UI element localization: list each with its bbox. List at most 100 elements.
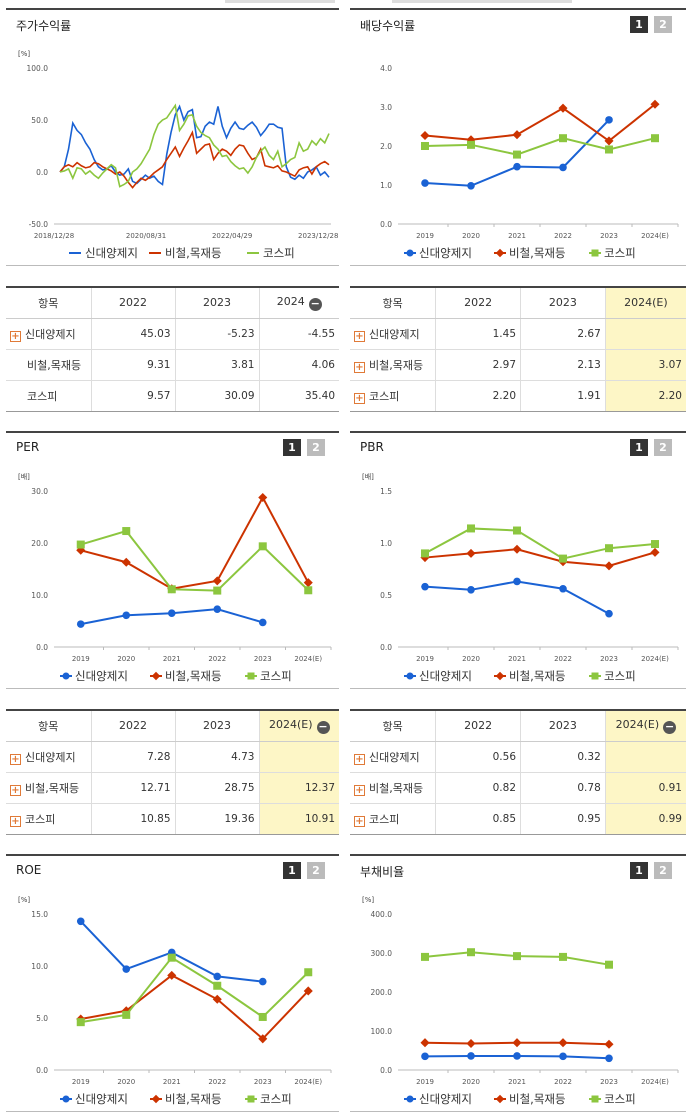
legend-item-2[interactable]: 코스피 xyxy=(589,246,636,260)
row-label: 비철,목재등 xyxy=(369,358,424,372)
expand-row-icon[interactable]: + xyxy=(10,784,21,796)
legend-marker xyxy=(495,248,505,258)
legend-item-0[interactable]: 신대양제지 xyxy=(404,669,472,683)
chart-option-button-b2[interactable]: 2 xyxy=(654,439,672,456)
chart-option-button-b1[interactable]: 1 xyxy=(283,439,301,456)
column-header-label: 항목 xyxy=(382,296,403,310)
data-point xyxy=(213,605,222,613)
x-tick-label: 2020 xyxy=(462,1078,480,1086)
expand-row-icon[interactable]: + xyxy=(10,815,21,827)
table-cell: 10.85 xyxy=(90,803,175,835)
table-cell: 12.37 xyxy=(258,772,339,804)
expand-row-icon[interactable]: + xyxy=(354,753,365,765)
y-tick-label: 200.0 xyxy=(371,988,393,997)
table-cell: -4.55 xyxy=(258,318,339,350)
y-tick-label: 1.0 xyxy=(380,181,392,190)
collapse-column-icon[interactable]: − xyxy=(663,719,677,734)
chart-option-button-b1[interactable]: 1 xyxy=(630,862,648,879)
expand-row-icon[interactable]: + xyxy=(354,784,365,796)
legend-item-1[interactable]: 비철,목재등 xyxy=(150,669,222,683)
chart-option-button-b1[interactable]: 1 xyxy=(630,439,648,456)
data-point xyxy=(604,1039,614,1049)
legend-label: 비철,목재등 xyxy=(509,246,566,260)
y-tick-label: 10.0 xyxy=(31,591,48,600)
column-header-label: 2022 xyxy=(119,719,147,733)
expand-row-icon[interactable]: + xyxy=(10,753,21,765)
table-cell: 0.85 xyxy=(435,803,521,835)
y-tick-label: 30.0 xyxy=(31,487,48,496)
expand-row-icon[interactable]: + xyxy=(354,815,365,827)
expand-row-icon[interactable]: + xyxy=(354,330,365,342)
top-stub-mid xyxy=(392,0,572,3)
chart-option-button-b2[interactable]: 2 xyxy=(307,862,325,879)
x-tick-label: 2022 xyxy=(554,232,572,240)
legend-item-0[interactable]: 신대양제지 xyxy=(60,669,128,683)
legend-marker xyxy=(151,671,161,681)
x-tick-label: 2024(E) xyxy=(641,655,669,663)
column-header-label: 2024(E) xyxy=(624,296,668,310)
column-header: 항목 xyxy=(6,710,91,742)
data-point xyxy=(421,1052,429,1061)
table-cell: 3.07 xyxy=(604,349,686,381)
x-tick-label: 2021 xyxy=(163,655,181,663)
legend-item-1[interactable]: 비철,목재등 xyxy=(494,246,566,260)
legend-item-2[interactable]: 코스피 xyxy=(245,669,292,683)
data-point xyxy=(303,986,313,996)
data-point xyxy=(605,145,613,154)
table-cell: 0.99 xyxy=(604,803,686,835)
y-tick-label: 15.0 xyxy=(31,910,48,919)
table-row: + 신대양제지 1.45 2.67 xyxy=(350,318,686,350)
legend-item-2[interactable]: 코스피 xyxy=(247,246,295,260)
x-tick-label: 2022 xyxy=(554,655,572,663)
table-cell: 2.97 xyxy=(435,349,521,381)
collapse-column-icon[interactable]: − xyxy=(308,296,322,311)
legend-item-0[interactable]: 신대양제지 xyxy=(69,246,138,260)
chart-option-button-b1[interactable]: 1 xyxy=(630,16,648,33)
legend-item-2[interactable]: 코스피 xyxy=(245,1092,292,1106)
column-header: 2024(E) − xyxy=(604,710,686,742)
data-point xyxy=(605,1054,613,1063)
legend-item-2[interactable]: 코스피 xyxy=(589,1092,636,1106)
x-tick-label: 2023 xyxy=(600,232,618,240)
table-cell: 9.57 xyxy=(90,380,175,412)
legend-item-1[interactable]: 비철,목재등 xyxy=(149,246,222,260)
chart-option-button-b2[interactable]: 2 xyxy=(307,439,325,456)
column-header: 2023 xyxy=(520,710,606,742)
legend-item-1[interactable]: 비철,목재등 xyxy=(494,1092,566,1106)
column-header-label: 항목 xyxy=(38,296,59,310)
data-point xyxy=(467,181,475,190)
x-tick-label: 2023/12/28 xyxy=(298,232,338,240)
x-tick-label: 2022 xyxy=(208,1078,226,1086)
column-header: 2024(E) xyxy=(604,287,686,319)
expand-row-icon[interactable]: + xyxy=(10,330,21,342)
legend-marker xyxy=(151,1094,161,1104)
table-cell: 35.40 xyxy=(258,380,339,412)
row-label-cell: + 신대양제지 xyxy=(6,318,91,350)
legend-item-1[interactable]: 비철,목재등 xyxy=(494,669,566,683)
legend-label: 신대양제지 xyxy=(419,669,472,683)
legend-label: 신대양제지 xyxy=(419,1092,472,1106)
legend-item-0[interactable]: 신대양제지 xyxy=(404,246,472,260)
collapse-column-icon[interactable]: − xyxy=(316,719,330,734)
chart-option-button-b1[interactable]: 1 xyxy=(283,862,301,879)
expand-row-icon[interactable]: + xyxy=(354,392,365,404)
legend-item-1[interactable]: 비철,목재등 xyxy=(150,1092,222,1106)
chart-option-button-b2[interactable]: 2 xyxy=(654,16,672,33)
chart-roe: [%]15.0 10.0 5.0 0.0 2019 2020 2021 2022 2023 202… xyxy=(18,896,332,1106)
data-point xyxy=(303,578,313,588)
data-table-per: 항목 2022 2023 2024(E) − + 신대양제지 7.28 4.73 + 비철,목재등 1… xyxy=(6,709,339,835)
data-point xyxy=(605,609,613,618)
column-header: 2022 xyxy=(90,710,175,742)
legend-item-2[interactable]: 코스피 xyxy=(589,669,636,683)
data-point xyxy=(167,970,177,980)
data-point xyxy=(651,540,659,549)
y-tick-label: 100.0 xyxy=(371,1027,393,1036)
legend-item-0[interactable]: 신대양제지 xyxy=(404,1092,472,1106)
expand-row-icon[interactable]: + xyxy=(354,361,365,373)
legend-item-0[interactable]: 신대양제지 xyxy=(60,1092,128,1106)
legend-marker xyxy=(406,1095,414,1103)
table-cell: 0.95 xyxy=(520,803,606,835)
series-line-1 xyxy=(424,548,656,567)
y-tick-label: 0.0 xyxy=(380,1066,392,1075)
chart-option-button-b2[interactable]: 2 xyxy=(654,862,672,879)
